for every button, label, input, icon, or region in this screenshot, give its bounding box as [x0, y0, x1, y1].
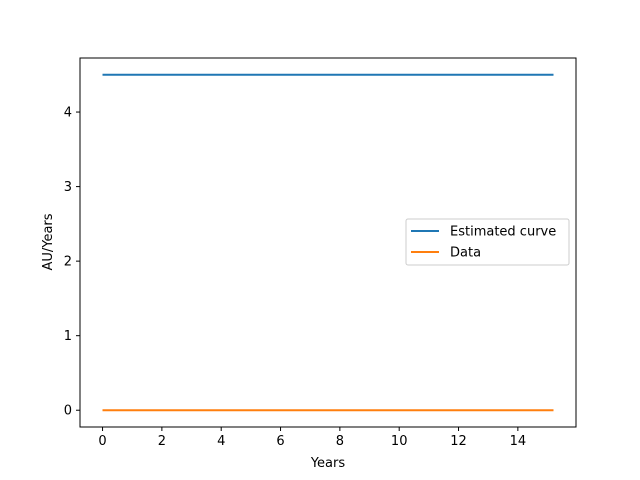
x-tick-label: 14 — [510, 434, 527, 449]
x-tick-label: 10 — [391, 434, 408, 449]
y-tick-label: 0 — [64, 404, 72, 419]
legend-label-0: Estimated curve — [450, 225, 556, 240]
x-tick-label: 6 — [276, 434, 284, 449]
x-tick-label: 2 — [158, 434, 166, 449]
x-tick-label: 0 — [98, 434, 106, 449]
y-tick-label: 4 — [64, 106, 72, 121]
y-tick-label: 2 — [64, 255, 72, 270]
legend-label-1: Data — [450, 246, 481, 261]
x-axis-label: Years — [310, 456, 346, 471]
legend: Estimated curve Data — [405, 218, 570, 266]
legend-box — [405, 218, 570, 266]
plot-frame — [79, 57, 577, 428]
y-tick-label: 1 — [64, 329, 72, 344]
x-tick-label: 4 — [217, 434, 225, 449]
y-axis-ticks: 0 1 2 3 4 — [64, 106, 80, 419]
x-tick-label: 12 — [450, 434, 467, 449]
y-tick-label: 3 — [64, 180, 72, 195]
x-tick-label: 8 — [336, 434, 344, 449]
x-axis-ticks: 0 2 4 6 8 10 12 14 — [98, 427, 526, 449]
series-lines — [102, 73, 554, 412]
y-axis-label: AU/Years — [41, 213, 56, 270]
